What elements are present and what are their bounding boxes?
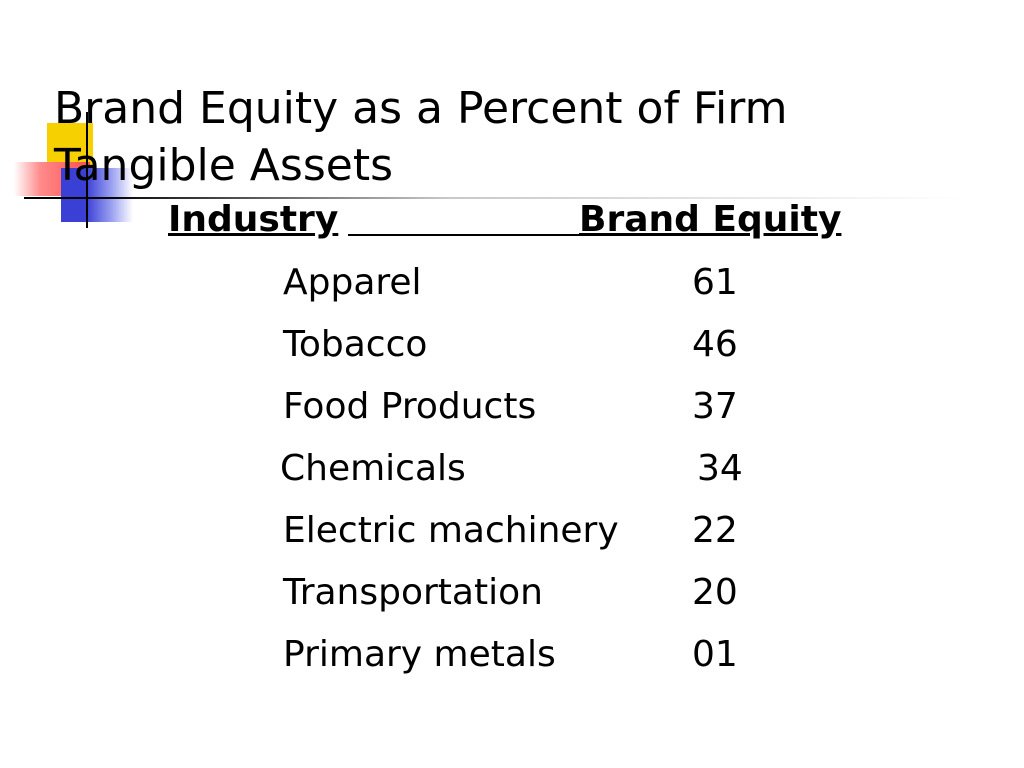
table-row: Tobacco 46 xyxy=(0,314,1024,376)
industry-cell: Primary metals xyxy=(283,634,556,675)
table-header: Industry Brand Equity xyxy=(168,197,858,243)
decorative-vertical-line xyxy=(86,112,88,228)
decorative-yellow-square xyxy=(47,123,93,169)
table-row: Chemicals 34 xyxy=(0,438,1024,500)
industry-cell: Electric machinery xyxy=(283,510,619,551)
table-row: Primary metals 01 xyxy=(0,624,1024,686)
brand-equity-cell: 46 xyxy=(692,324,738,365)
brand-equity-cell: 22 xyxy=(692,510,738,551)
slide-title-line-2: Tangible Assets xyxy=(54,140,394,191)
table-row: Transportation 20 xyxy=(0,562,1024,624)
column-header-brand-equity: Brand Equity xyxy=(579,199,842,240)
brand-equity-cell: 34 xyxy=(697,448,743,489)
decorative-blue-gradient-block xyxy=(61,168,133,222)
brand-equity-cell: 01 xyxy=(692,634,738,675)
industry-cell: Apparel xyxy=(283,262,422,303)
industry-cell: Tobacco xyxy=(283,324,428,365)
table-row: Electric machinery 22 xyxy=(0,500,1024,562)
industry-cell: Food Products xyxy=(283,386,537,427)
slide-title-line-1: Brand Equity as a Percent of Firm xyxy=(54,83,788,134)
brand-equity-cell: 37 xyxy=(692,386,738,427)
industry-cell: Chemicals xyxy=(280,448,466,489)
column-header-industry: Industry xyxy=(168,199,339,240)
table-body: Apparel 61 Tobacco 46 Food Products 37 C… xyxy=(0,252,1024,686)
title-divider-line xyxy=(24,197,964,199)
header-underline-gap xyxy=(348,197,580,243)
table-row: Apparel 61 xyxy=(0,252,1024,314)
table-row: Food Products 37 xyxy=(0,376,1024,438)
brand-equity-cell: 61 xyxy=(692,262,738,303)
slide-title: Brand Equity as a Percent of Firm Tangib… xyxy=(54,80,954,194)
brand-equity-cell: 20 xyxy=(692,572,738,613)
industry-cell: Transportation xyxy=(283,572,543,613)
